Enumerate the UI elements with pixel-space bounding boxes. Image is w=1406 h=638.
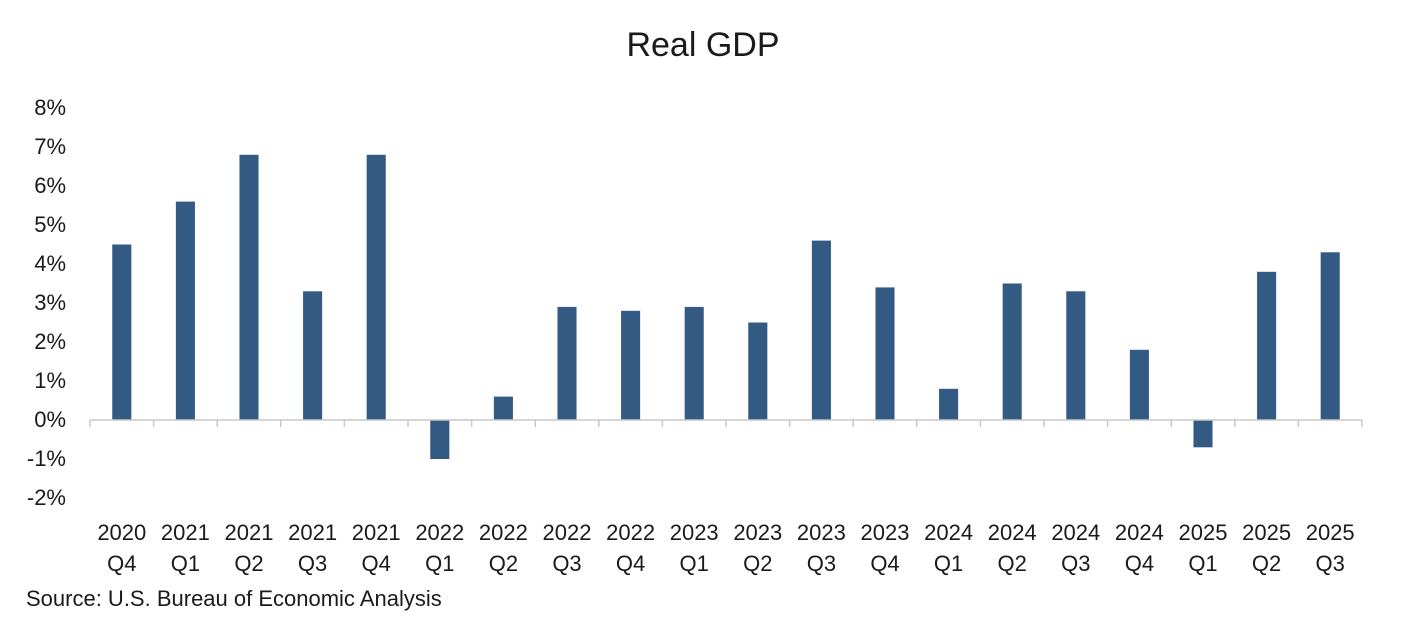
x-tick-label-quarter: Q1 bbox=[171, 551, 200, 576]
x-tick-label-year: 2021 bbox=[288, 520, 337, 545]
bar bbox=[811, 240, 831, 420]
x-tick-label-quarter: Q3 bbox=[807, 551, 836, 576]
chart-title: Real GDP bbox=[626, 26, 780, 64]
x-tick-label-year: 2025 bbox=[1179, 520, 1228, 545]
x-tick-label-quarter: Q1 bbox=[425, 551, 454, 576]
bar bbox=[1257, 271, 1277, 420]
x-tick-label-year: 2022 bbox=[543, 520, 592, 545]
bar bbox=[1066, 291, 1086, 420]
x-tick-label-quarter: Q1 bbox=[1188, 551, 1217, 576]
bar bbox=[303, 291, 323, 420]
x-tick-label-quarter: Q4 bbox=[107, 551, 136, 576]
bar bbox=[112, 244, 132, 420]
x-tick-label-quarter: Q2 bbox=[743, 551, 772, 576]
x-tick-label-year: 2021 bbox=[352, 520, 401, 545]
y-tick-label: -2% bbox=[27, 485, 66, 510]
x-tick-label-year: 2024 bbox=[988, 520, 1037, 545]
y-tick-label: 1% bbox=[34, 368, 66, 393]
x-tick-label-quarter: Q2 bbox=[998, 551, 1027, 576]
x-tick-label-year: 2024 bbox=[1115, 520, 1164, 545]
bar bbox=[684, 306, 704, 420]
x-tick-label-year: 2022 bbox=[479, 520, 528, 545]
y-tick-label: 2% bbox=[34, 329, 66, 354]
y-tick-label: 3% bbox=[34, 290, 66, 315]
x-tick-label-quarter: Q2 bbox=[489, 551, 518, 576]
x-tick-label-year: 2024 bbox=[1051, 520, 1100, 545]
x-tick-label-quarter: Q2 bbox=[234, 551, 263, 576]
bar bbox=[493, 396, 513, 420]
bar bbox=[557, 306, 577, 420]
y-tick-label: 0% bbox=[34, 407, 66, 432]
y-tick-label: 4% bbox=[34, 251, 66, 276]
bar bbox=[1320, 252, 1340, 420]
bar bbox=[1193, 420, 1213, 448]
bar bbox=[621, 310, 641, 420]
x-tick-label-quarter: Q3 bbox=[552, 551, 581, 576]
bar bbox=[1002, 283, 1022, 420]
x-tick-label-year: 2023 bbox=[670, 520, 719, 545]
bar bbox=[430, 420, 450, 459]
x-tick-label-quarter: Q1 bbox=[934, 551, 963, 576]
x-tick-label-quarter: Q4 bbox=[1125, 551, 1154, 576]
y-tick-label: 5% bbox=[34, 212, 66, 237]
x-tick-label-quarter: Q3 bbox=[1316, 551, 1345, 576]
y-tick-label: -1% bbox=[27, 446, 66, 471]
x-tick-label-year: 2021 bbox=[225, 520, 274, 545]
x-tick-label-quarter: Q3 bbox=[298, 551, 327, 576]
y-tick-label: 8% bbox=[34, 95, 66, 120]
x-tick-label-quarter: Q3 bbox=[1061, 551, 1090, 576]
x-tick-label-year: 2025 bbox=[1306, 520, 1355, 545]
bar bbox=[748, 322, 768, 420]
bar bbox=[875, 287, 895, 420]
x-tick-label-year: 2023 bbox=[733, 520, 782, 545]
x-tick-label-year: 2023 bbox=[861, 520, 910, 545]
x-tick-label-year: 2022 bbox=[415, 520, 464, 545]
bar bbox=[175, 201, 195, 420]
bar bbox=[939, 388, 959, 420]
x-tick-label-year: 2020 bbox=[97, 520, 146, 545]
chart-source: Source: U.S. Bureau of Economic Analysis bbox=[26, 586, 442, 611]
x-tick-label-year: 2022 bbox=[606, 520, 655, 545]
x-tick-label-year: 2021 bbox=[161, 520, 210, 545]
bar bbox=[239, 154, 259, 421]
x-tick-label-quarter: Q4 bbox=[616, 551, 645, 576]
bar bbox=[366, 154, 386, 421]
y-tick-label: 6% bbox=[34, 173, 66, 198]
bar bbox=[1129, 349, 1149, 420]
x-tick-label-year: 2024 bbox=[924, 520, 973, 545]
x-tick-label-year: 2025 bbox=[1242, 520, 1291, 545]
y-tick-label: 7% bbox=[34, 134, 66, 159]
x-tick-label-quarter: Q2 bbox=[1252, 551, 1281, 576]
x-tick-label-quarter: Q4 bbox=[870, 551, 899, 576]
x-tick-label-quarter: Q1 bbox=[680, 551, 709, 576]
x-tick-label-year: 2023 bbox=[797, 520, 846, 545]
x-tick-label-quarter: Q4 bbox=[362, 551, 391, 576]
